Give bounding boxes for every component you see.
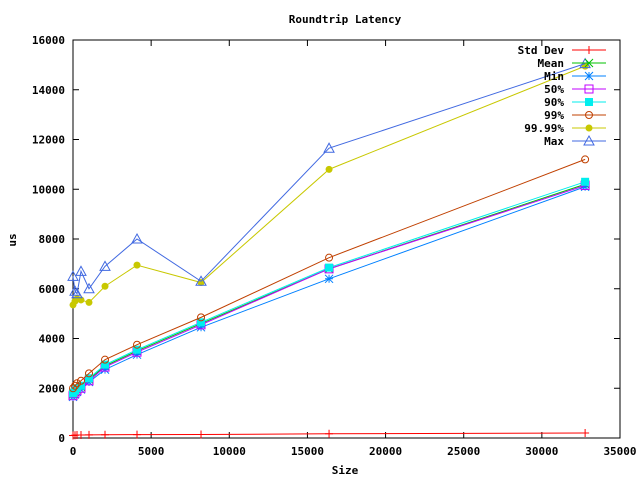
- series-50%: [68, 181, 590, 401]
- filled-box-marker: [77, 381, 86, 390]
- y-tick-label: 4000: [39, 333, 66, 346]
- y-tick-label: 10000: [32, 183, 65, 196]
- filled-circle-marker: [133, 261, 141, 269]
- star-marker: [100, 365, 110, 374]
- triangle-marker: [99, 260, 111, 271]
- circle-marker: [101, 355, 110, 364]
- series-90%: [69, 177, 590, 398]
- filled-box-marker: [325, 263, 334, 272]
- legend-label: Min: [544, 70, 564, 83]
- series-Max: [67, 57, 591, 299]
- circle-marker: [71, 381, 80, 390]
- star-marker: [584, 71, 594, 81]
- triangle-marker: [323, 142, 335, 153]
- y-tick-label: 8000: [39, 233, 66, 246]
- legend-label: 99.99%: [524, 122, 564, 135]
- series-line: [72, 158, 586, 389]
- plus-marker: [585, 46, 593, 54]
- circle-marker: [69, 384, 78, 393]
- y-tick-label: 2000: [39, 382, 66, 395]
- x-tick-label: 20000: [369, 445, 402, 458]
- y-tick-label: 0: [58, 432, 65, 445]
- plus-marker: [133, 430, 142, 439]
- y-axis-label: us: [6, 233, 19, 246]
- circle-marker: [85, 369, 94, 378]
- plus-marker: [101, 430, 110, 439]
- series-line: [72, 183, 586, 395]
- x-tick-label: 30000: [525, 445, 558, 458]
- series-line: [72, 63, 586, 295]
- x-tick-label: 0: [70, 445, 77, 458]
- legend-label: Mean: [538, 57, 565, 70]
- plus-marker: [197, 430, 206, 439]
- series-line: [72, 181, 586, 394]
- x-tick-label: 25000: [447, 445, 480, 458]
- triangle-marker: [71, 287, 83, 299]
- filled-box-marker: [85, 374, 94, 383]
- cross-marker: [584, 58, 594, 68]
- filled-box-marker: [197, 318, 206, 327]
- filled-box-marker: [585, 98, 593, 106]
- circle-marker: [73, 379, 82, 388]
- triangle-marker: [75, 265, 87, 276]
- legend-label: 90%: [544, 96, 564, 109]
- filled-box-marker: [101, 360, 110, 369]
- legend-label: 50%: [544, 83, 564, 96]
- series-Min: [68, 182, 590, 402]
- filled-circle-marker: [85, 298, 93, 306]
- y-tick-label: 16000: [32, 34, 65, 47]
- plus-marker: [85, 430, 94, 439]
- filled-circle-marker: [585, 124, 593, 132]
- star-marker: [132, 350, 142, 360]
- y-tick-label: 6000: [39, 283, 66, 296]
- legend-label: 99%: [544, 109, 564, 122]
- plus-marker: [77, 431, 86, 440]
- circle-marker: [77, 376, 86, 385]
- legend-label: Std Dev: [518, 44, 565, 57]
- circle-marker: [325, 253, 334, 262]
- plus-marker: [581, 429, 590, 438]
- series-99%: [69, 155, 590, 393]
- filled-circle-marker: [101, 282, 109, 290]
- circle-marker: [581, 155, 590, 164]
- plot-frame: [72, 39, 621, 439]
- x-axis-label: Size: [332, 464, 359, 477]
- y-tick-label: 14000: [32, 84, 65, 97]
- circle-marker: [585, 111, 593, 119]
- star-marker: [324, 274, 334, 284]
- filled-box-marker: [581, 177, 590, 186]
- x-tick-label: 10000: [213, 445, 246, 458]
- x-tick-label: 5000: [138, 445, 165, 458]
- y-tick-label: 12000: [32, 134, 65, 147]
- series-line: [72, 186, 586, 398]
- triangle-marker: [131, 232, 143, 244]
- series-Std Dev: [69, 429, 590, 440]
- triangle-marker: [83, 282, 95, 294]
- chart-title: Roundtrip Latency: [289, 13, 402, 26]
- circle-marker: [197, 313, 206, 322]
- x-tick-label: 35000: [603, 445, 636, 458]
- triangle-marker: [583, 134, 595, 146]
- filled-box-marker: [133, 345, 142, 354]
- filled-circle-marker: [197, 279, 205, 287]
- filled-circle-marker: [325, 165, 333, 173]
- star-marker: [580, 182, 590, 192]
- triangle-marker: [69, 285, 81, 296]
- plus-marker: [325, 429, 334, 438]
- star-marker: [196, 322, 206, 332]
- box-marker: [584, 84, 594, 94]
- x-tick-label: 15000: [291, 445, 324, 458]
- series-line: [72, 185, 586, 397]
- triangle-marker: [195, 275, 207, 286]
- circle-marker: [133, 340, 142, 349]
- legend-label: Max: [544, 135, 564, 148]
